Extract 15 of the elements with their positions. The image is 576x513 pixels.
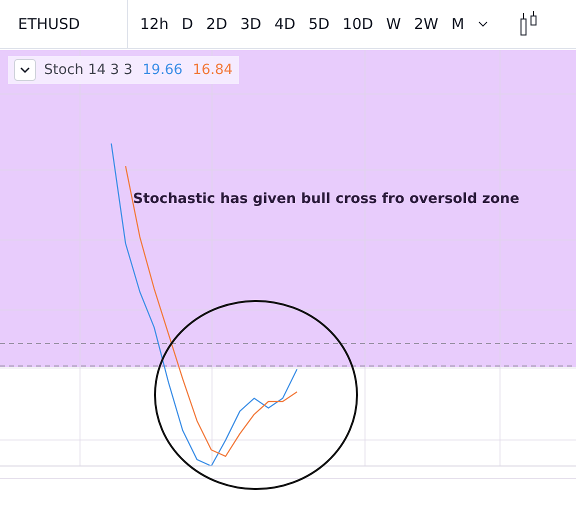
text: 19.66	[142, 62, 183, 78]
text: 5D	[308, 15, 330, 33]
text: D	[182, 15, 194, 33]
text: M	[451, 15, 464, 33]
annotation: Stochastic has given bull cross fro oversold zone	[133, 191, 520, 207]
chart-title: ETHUSD	[0, 0, 128, 48]
text: 12h	[140, 15, 169, 33]
text: 2D	[206, 15, 228, 33]
text: 2W	[414, 15, 438, 33]
text: W	[386, 15, 402, 33]
text: 4D	[274, 15, 296, 33]
text: 3D	[240, 15, 262, 33]
text: 10D	[342, 15, 374, 33]
chart-subtitle: Stoch 14 3 3	[44, 62, 132, 78]
text: 16.84	[192, 62, 233, 78]
